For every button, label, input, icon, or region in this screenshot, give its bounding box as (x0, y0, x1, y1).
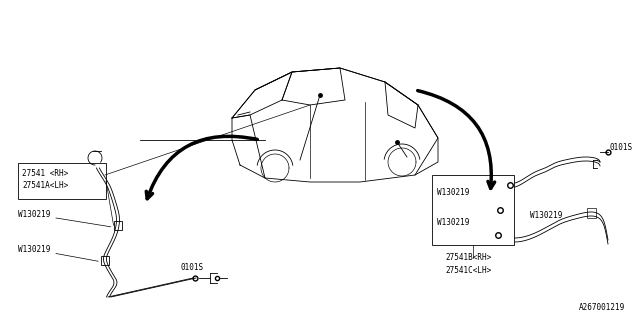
Text: W130219: W130219 (437, 218, 469, 227)
Text: 0101S: 0101S (610, 143, 633, 152)
Bar (101, 256, 109, 265)
Text: W130219: W130219 (18, 245, 99, 261)
Bar (113, 221, 122, 230)
Bar (432, 175, 514, 245)
Bar (18, 163, 106, 199)
Text: 27541C<LH>: 27541C<LH> (445, 266, 492, 275)
Text: 27541B<RH>: 27541B<RH> (445, 253, 492, 262)
Text: W130219: W130219 (18, 210, 111, 227)
Bar (587, 208, 596, 218)
Text: 27541A<LH>: 27541A<LH> (22, 181, 68, 190)
Text: 0101S: 0101S (180, 263, 203, 272)
Text: W130219: W130219 (530, 211, 563, 220)
Text: 27541 <RH>: 27541 <RH> (22, 169, 68, 178)
Text: A267001219: A267001219 (579, 303, 625, 312)
Text: W130219: W130219 (437, 188, 469, 197)
